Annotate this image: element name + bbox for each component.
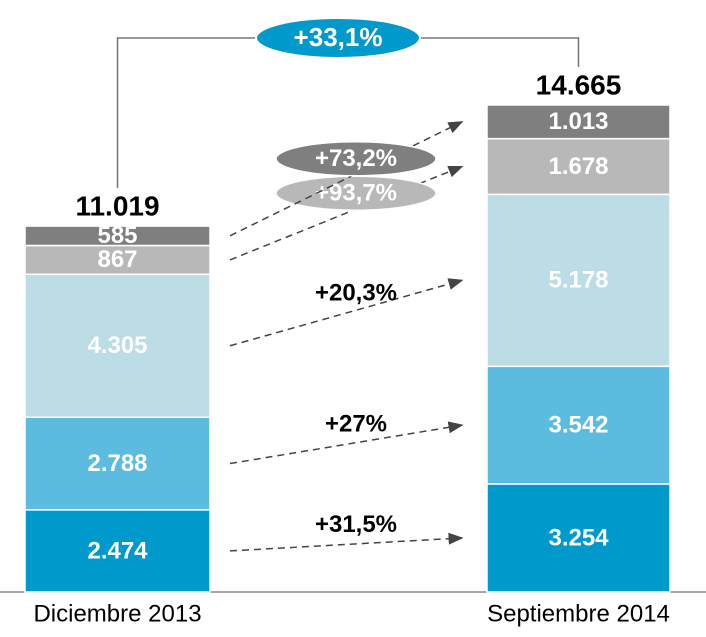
bar-segment <box>486 365 671 485</box>
category-label: Diciembre 2013 <box>33 600 201 627</box>
growth-label: +93,7% <box>315 180 397 207</box>
growth-label: +31,5% <box>315 511 397 538</box>
bar-segment <box>24 225 211 247</box>
growth-arrow <box>229 532 464 552</box>
bar-segment <box>486 137 671 196</box>
growth-label: +73,2% <box>315 145 397 172</box>
value-label: 2.788 <box>87 450 147 477</box>
growth-arrow <box>229 278 464 347</box>
total-label: 11.019 <box>75 190 159 221</box>
growth-label: +20,3% <box>315 279 397 306</box>
total-growth-label: +33,1% <box>294 22 383 52</box>
value-label: 5.178 <box>548 267 608 294</box>
category-label: Septiembre 2014 <box>487 600 670 627</box>
bar-segment <box>24 416 211 511</box>
bar-segment <box>24 509 211 593</box>
growth-badge <box>275 141 437 177</box>
growth-label: +27% <box>325 411 387 438</box>
value-label: 585 <box>97 222 137 249</box>
bar-segment <box>486 104 671 140</box>
value-label: 867 <box>97 246 137 273</box>
value-label: 3.542 <box>548 411 608 438</box>
growth-arrow <box>229 421 464 465</box>
bar-segment <box>486 483 671 593</box>
value-label: 1.013 <box>548 108 608 135</box>
total-label: 14.665 <box>536 69 622 100</box>
value-label: 3.254 <box>548 524 609 551</box>
value-label: 1.678 <box>548 153 608 180</box>
bar-segment <box>486 193 671 368</box>
bar-segment <box>24 244 211 276</box>
value-label: 4.305 <box>87 332 147 359</box>
growth-arrow <box>229 165 464 261</box>
value-label: 2.474 <box>87 537 148 564</box>
total-growth-badge <box>255 17 421 59</box>
